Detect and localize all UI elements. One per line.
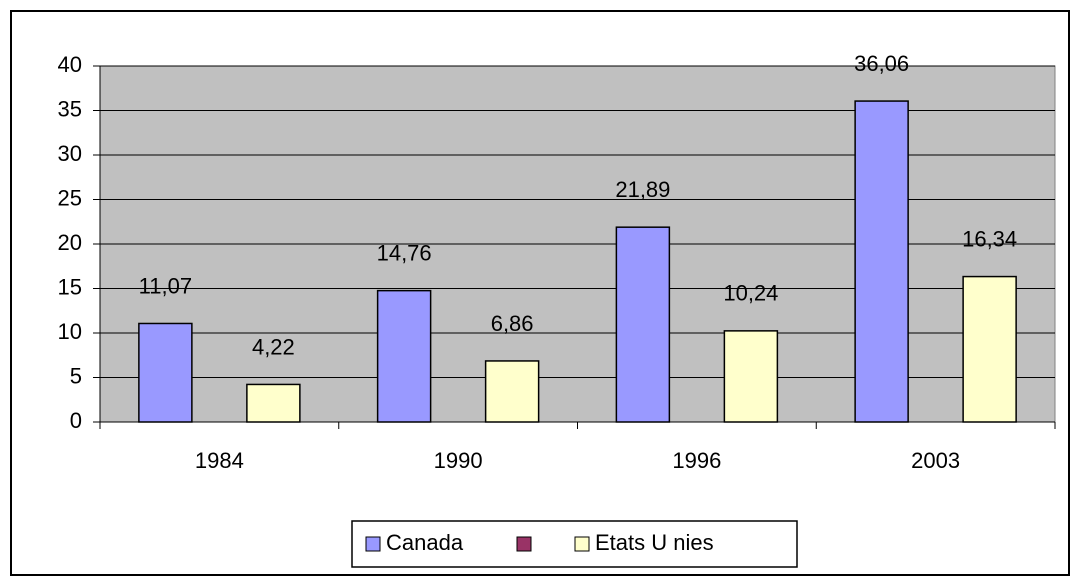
y-tick-label: 35: [58, 96, 82, 121]
x-tick-label: 1996: [672, 448, 721, 473]
y-tick-label: 30: [58, 141, 82, 166]
data-label: 6,86: [491, 311, 534, 336]
data-label: 10,24: [723, 281, 778, 306]
bar: [854, 100, 909, 423]
legend-swatch: [574, 536, 590, 552]
data-label: 11,07: [139, 273, 192, 298]
data-label: 14,76: [377, 240, 432, 265]
bar: [615, 226, 671, 423]
y-tick-label: 10: [58, 319, 82, 344]
y-tick-label: 0: [70, 408, 82, 433]
data-label: 21,89: [615, 177, 670, 202]
x-tick-label: 2003: [911, 448, 960, 473]
bar: [484, 360, 540, 423]
data-label: 16,34: [962, 226, 1017, 251]
y-tick-label: 25: [58, 185, 82, 210]
legend-label: Etats U nies: [595, 530, 714, 555]
y-tick-label: 5: [70, 363, 82, 388]
data-label: 4,22: [252, 334, 295, 359]
bar: [962, 275, 1017, 423]
bar: [723, 330, 779, 423]
bar: [138, 322, 193, 423]
x-tick-label: 1984: [195, 448, 244, 473]
x-tick-label: 1990: [434, 448, 483, 473]
legend-swatch: [365, 536, 381, 552]
chart-border: [10, 10, 1070, 576]
bar: [376, 289, 432, 423]
data-label: 36,06: [854, 51, 909, 76]
legend-label: Canada: [386, 530, 464, 555]
y-tick-label: 40: [58, 52, 82, 77]
legend-swatch: [516, 536, 532, 552]
y-tick-label: 20: [58, 230, 82, 255]
bar: [246, 383, 301, 423]
y-tick-label: 15: [58, 274, 82, 299]
